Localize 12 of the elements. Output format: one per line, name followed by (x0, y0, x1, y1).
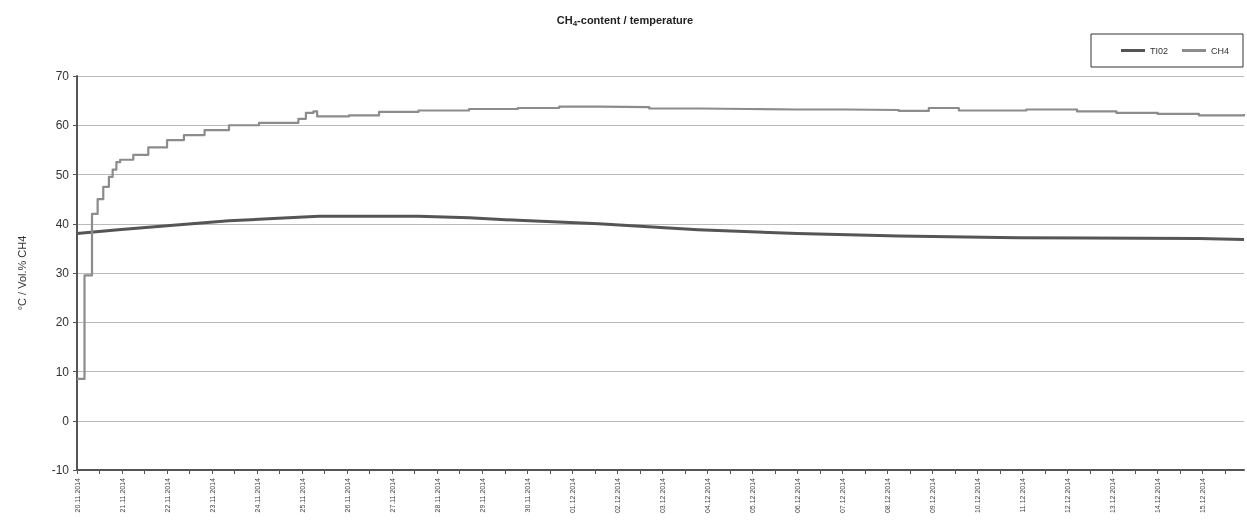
y-tick-label: 20 (55, 315, 70, 330)
legend-label: TI02 (1149, 45, 1168, 56)
y-tick-label: 70 (55, 69, 70, 83)
y-tick-label: 0 (62, 413, 70, 428)
y-axis-title: °C / Vol.% CH4 (15, 235, 28, 311)
y-tick-label: 60 (55, 118, 70, 133)
y-tick-label: -10 (51, 463, 70, 477)
y-tick-label: 50 (55, 167, 70, 182)
y-tick-label: 40 (55, 216, 70, 231)
y-tick-label: 10 (55, 364, 70, 379)
y-tick-label: 30 (55, 266, 70, 280)
legend-label: CH4 (1211, 45, 1230, 56)
